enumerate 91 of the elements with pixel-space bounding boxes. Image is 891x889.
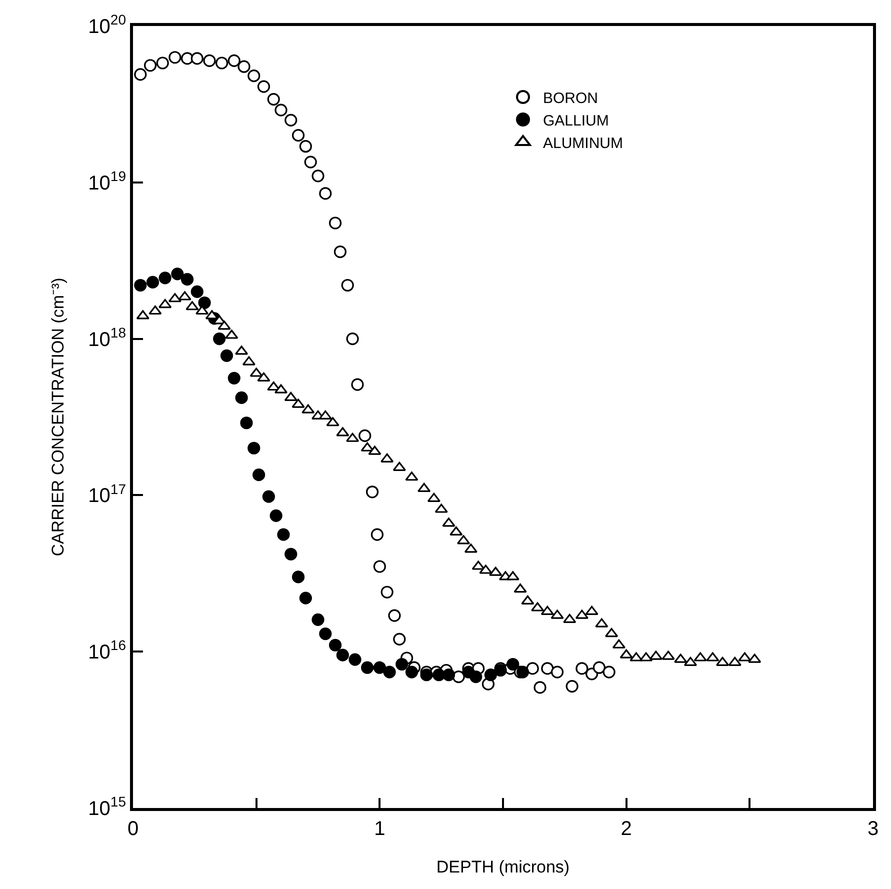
x-tick-label: 2 xyxy=(620,818,632,840)
point xyxy=(190,285,204,298)
y-axis-title: CARRIER CONCENTRATION (cm⁻³) xyxy=(48,278,68,556)
point xyxy=(312,613,324,626)
point xyxy=(252,468,266,482)
point xyxy=(238,60,250,73)
point xyxy=(240,416,253,430)
point xyxy=(516,666,530,678)
point xyxy=(257,80,270,93)
x-tick-label: 0 xyxy=(127,818,139,840)
point xyxy=(361,661,374,674)
point xyxy=(156,56,169,70)
x-tick-label: 1 xyxy=(374,818,386,840)
x-tick-label: 3 xyxy=(867,818,879,840)
point xyxy=(146,276,160,289)
legend-label: BORON xyxy=(543,90,598,107)
point xyxy=(304,156,317,168)
point xyxy=(267,92,280,106)
point xyxy=(277,528,290,541)
point xyxy=(328,216,342,230)
point xyxy=(248,442,260,454)
point xyxy=(534,681,546,694)
point xyxy=(396,658,408,671)
point xyxy=(484,668,497,682)
point xyxy=(328,638,342,652)
point xyxy=(284,114,298,126)
point xyxy=(336,648,349,662)
point xyxy=(292,129,305,142)
point xyxy=(213,332,226,346)
y-tick-label: 10$^{17}$ xyxy=(88,480,126,508)
point xyxy=(550,666,564,678)
point xyxy=(341,278,354,292)
point xyxy=(346,332,359,346)
point xyxy=(380,586,394,598)
point xyxy=(158,272,172,284)
y-tick-label: 10$^{19}$ xyxy=(88,168,126,194)
point xyxy=(284,548,298,560)
point xyxy=(348,653,362,666)
point xyxy=(319,627,332,640)
point xyxy=(134,278,147,292)
point xyxy=(351,378,364,391)
y-tick-label: 10$^{16}$ xyxy=(88,637,126,664)
point xyxy=(134,68,147,81)
y-tick-label: 10$^{18}$ xyxy=(88,324,126,351)
point xyxy=(168,51,182,64)
y-tick-label: 10$^{15}$ xyxy=(88,794,126,820)
point xyxy=(292,570,305,584)
point xyxy=(366,486,379,498)
point xyxy=(216,56,228,70)
point xyxy=(470,670,482,684)
point xyxy=(248,70,260,82)
point xyxy=(299,592,312,604)
point xyxy=(203,54,216,67)
point xyxy=(576,662,588,675)
point xyxy=(420,668,433,682)
legend-label: ALUMINUM xyxy=(543,134,624,152)
point xyxy=(388,609,401,622)
point xyxy=(262,490,275,503)
point xyxy=(319,187,332,200)
point xyxy=(144,59,157,72)
point xyxy=(566,680,578,693)
point xyxy=(228,372,240,384)
point xyxy=(383,666,396,678)
point xyxy=(220,349,234,362)
point xyxy=(592,661,606,674)
point xyxy=(171,268,184,280)
legend-label: GALLIUM xyxy=(543,112,609,130)
point xyxy=(506,658,520,671)
point xyxy=(334,245,346,258)
point xyxy=(393,632,406,646)
point xyxy=(299,140,312,153)
point xyxy=(270,509,282,522)
point xyxy=(405,666,418,678)
point xyxy=(180,273,194,286)
point xyxy=(358,429,372,442)
point xyxy=(228,54,240,67)
point xyxy=(190,52,204,65)
point xyxy=(541,662,554,675)
point xyxy=(198,296,211,310)
x-axis-title: DEPTH (microns) xyxy=(436,857,570,876)
point xyxy=(370,528,384,541)
point xyxy=(432,668,446,682)
point xyxy=(373,560,386,573)
point xyxy=(235,391,248,404)
point xyxy=(526,662,539,675)
point xyxy=(602,666,616,678)
point xyxy=(373,661,386,674)
point xyxy=(274,104,288,116)
y-tick-label: 10$^{20}$ xyxy=(88,12,126,38)
point xyxy=(312,170,324,182)
point xyxy=(442,668,456,682)
